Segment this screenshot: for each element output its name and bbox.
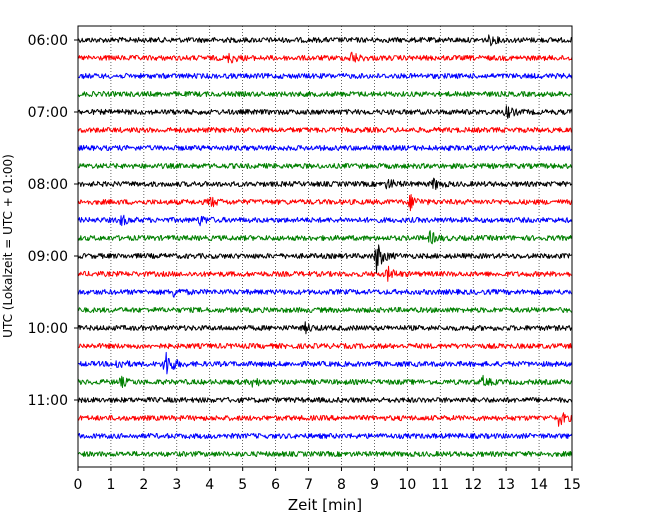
trace-1000	[78, 322, 572, 334]
trace-1100	[78, 397, 572, 402]
x-axis-label: Zeit [min]	[288, 496, 362, 514]
x-tick-label: 10	[398, 477, 416, 493]
trace-1045	[78, 375, 572, 387]
x-tick-label: 13	[497, 477, 515, 493]
trace-1015	[78, 343, 572, 348]
x-tick-label: 2	[139, 477, 148, 493]
trace-0600	[78, 35, 572, 46]
trace-1115	[78, 413, 572, 427]
trace-0915	[78, 266, 572, 281]
trace-0730	[78, 145, 572, 150]
trace-layer	[78, 35, 572, 457]
x-tick-label: 15	[563, 477, 581, 493]
y-axis: 06:00 07:00 08:00 09:00 10:00 11:00	[28, 33, 78, 409]
x-tick-label: 7	[304, 477, 313, 493]
trace-0700	[78, 106, 572, 119]
trace-0815	[78, 195, 572, 211]
x-tick-label: 4	[205, 477, 214, 493]
x-tick-label: 9	[370, 477, 379, 493]
y-tick-label: 07:00	[28, 105, 68, 121]
x-tick-label: 1	[106, 477, 115, 493]
trace-0830	[78, 215, 572, 226]
x-tick-label: 3	[172, 477, 181, 493]
trace-0615	[78, 52, 572, 63]
trace-0715	[78, 127, 572, 132]
trace-0800	[78, 178, 572, 189]
trace-0645	[78, 91, 572, 96]
y-tick-label: 08:00	[28, 177, 68, 193]
trace-1130	[78, 433, 572, 438]
y-axis-label: UTC (Lokalzeit = UTC + 01:00)	[1, 154, 15, 338]
trace-0930	[78, 289, 572, 297]
trace-0945	[78, 307, 572, 312]
y-tick-label: 10:00	[28, 321, 68, 337]
y-tick-label: 09:00	[28, 249, 68, 265]
y-tick-label: 11:00	[28, 393, 68, 409]
x-tick-label: 0	[74, 477, 83, 493]
x-tick-label: 14	[530, 477, 548, 493]
trace-0745	[78, 163, 572, 168]
x-axis: 0 1 2 3 4 5 6 7 8 9 10 11 12 13 14 15	[74, 467, 581, 493]
trace-0845	[78, 231, 572, 244]
x-tick-label: 5	[238, 477, 247, 493]
x-tick-label: 12	[464, 477, 482, 493]
trace-1145	[78, 451, 572, 456]
x-tick-label: 11	[431, 477, 449, 493]
trace-1030	[78, 352, 572, 373]
y-tick-label: 06:00	[28, 33, 68, 49]
trace-0900	[78, 245, 572, 273]
x-tick-label: 6	[271, 477, 280, 493]
x-tick-label: 8	[337, 477, 346, 493]
trace-0630	[78, 73, 572, 78]
